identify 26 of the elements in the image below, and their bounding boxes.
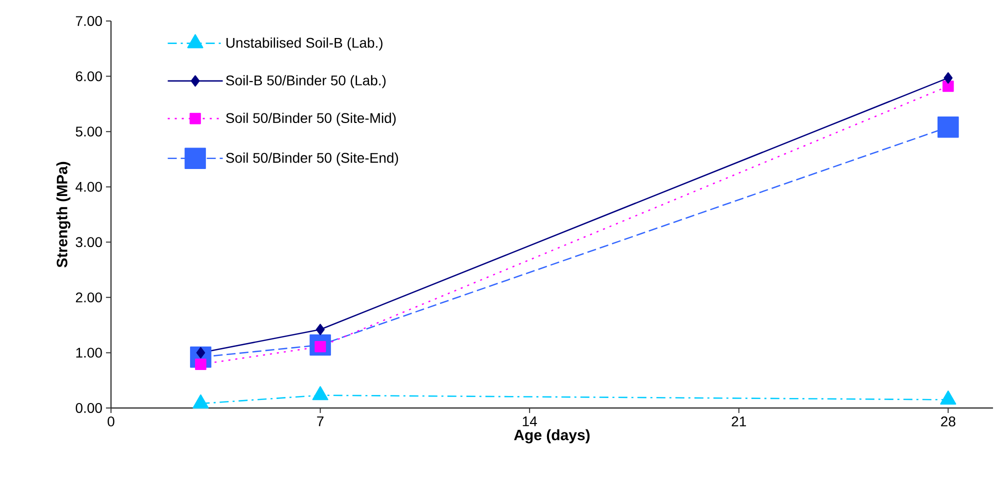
x-tick-label: 21 (732, 416, 746, 426)
point (938, 116, 959, 138)
y-tick-label: 3.00 (76, 237, 102, 248)
y-tick-label: 4.00 (76, 182, 102, 192)
legend-label: Soil 50/Binder 50 (Site-Mid) (226, 112, 396, 126)
x-tick-label: 28 (941, 416, 956, 426)
point (195, 358, 206, 370)
y-axis-title: Strength (MPa) (56, 162, 70, 268)
x-tick-label: 14 (522, 416, 537, 426)
point (944, 72, 953, 84)
legend-label: Soil 50/Binder 50 (Site-End) (226, 152, 398, 166)
point (316, 324, 325, 336)
y-tick-label: 2.00 (76, 292, 102, 302)
y-tick-label: 7.00 (76, 16, 102, 26)
legend-label: Soil-B 50/Binder 50 (Lab.) (226, 75, 386, 88)
y-tick-label: 0.00 (76, 403, 102, 413)
point (196, 347, 206, 358)
point (942, 80, 954, 92)
y-tick-label: 6.00 (76, 71, 102, 82)
x-axis-title: Age (days) (514, 429, 590, 444)
y-tick-label: 1.00 (76, 348, 102, 358)
x-tick-label: 0 (108, 416, 114, 426)
x-tick-label: 7 (317, 416, 324, 426)
legend-label: Unstabilised Soil-B (Lab.) (226, 37, 382, 51)
y-tick-label: 5.00 (76, 126, 102, 137)
point (314, 340, 326, 352)
